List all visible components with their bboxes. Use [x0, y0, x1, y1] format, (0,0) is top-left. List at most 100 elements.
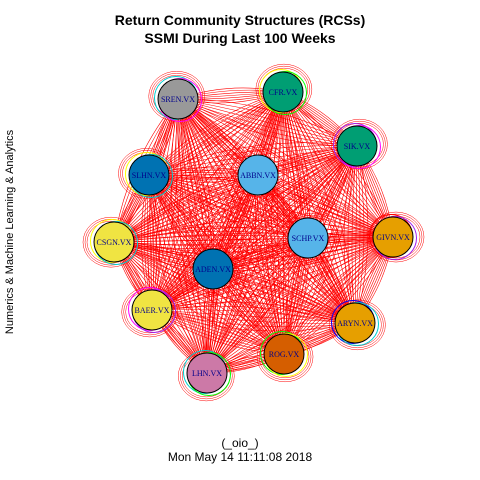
edge-curve	[151, 309, 356, 324]
self-loop	[184, 248, 238, 295]
graph-node[interactable]: CFR.VX	[259, 69, 307, 115]
edge-curve	[148, 174, 356, 324]
edge-curve	[151, 309, 356, 324]
chart-title-line2: SSMI During Last 100 Weeks	[144, 30, 336, 46]
edge-curve	[265, 91, 285, 355]
node-circle[interactable]	[157, 78, 199, 120]
graph-node[interactable]: LHN.VX	[183, 350, 231, 396]
edge-curve	[151, 236, 394, 311]
edge-curve	[177, 98, 394, 238]
edge-curve	[151, 145, 358, 311]
edge-layer	[82, 63, 425, 402]
edge-curve	[177, 98, 285, 355]
edge-curve	[177, 98, 394, 238]
node-circle[interactable]	[336, 125, 378, 167]
self-loop	[118, 148, 175, 199]
edge-curve	[148, 174, 208, 374]
edge-curve	[282, 91, 394, 238]
node-label: LHN.VX	[192, 369, 222, 378]
edge-curve	[151, 236, 394, 311]
node-circle[interactable]	[237, 154, 279, 196]
edge-curve	[148, 174, 285, 355]
self-loop	[286, 216, 336, 260]
edge-curve	[113, 91, 284, 243]
graph-node[interactable]: BAER.VX	[128, 287, 176, 333]
node-label: SLHN.VX	[132, 171, 167, 180]
self-loop	[331, 118, 388, 170]
edge-curve	[151, 236, 394, 311]
edge-curve	[257, 174, 285, 355]
edge-curve	[151, 301, 356, 324]
edge-curve	[147, 98, 179, 311]
graph-node[interactable]: SIK.VX	[333, 123, 381, 169]
node-layer: SREN.VX CFR.VX SIK.VX SLHN.VX ABBN.VX CSGN.VX…	[90, 69, 417, 396]
chart-title-line1: Return Community Structures (RCSs)	[114, 12, 366, 28]
edge-curve	[113, 241, 356, 324]
self-loop	[367, 211, 425, 263]
self-loop	[121, 286, 178, 338]
edge-curve	[151, 236, 394, 311]
node-circle[interactable]	[372, 216, 414, 258]
edge-curve	[206, 91, 284, 374]
edge-curve	[170, 98, 208, 374]
edge-curve	[177, 98, 215, 374]
graph-node[interactable]: CSGN.VX	[90, 219, 138, 265]
edge-curve	[113, 91, 284, 243]
graph-node[interactable]: ADEN.VX	[192, 248, 234, 290]
node-circle[interactable]	[287, 217, 329, 259]
graph-node[interactable]: SLHN.VX	[125, 152, 173, 198]
node-label: CSGN.VX	[97, 238, 132, 247]
edge-curve	[151, 174, 259, 311]
edge-curve	[206, 236, 394, 374]
edge-curve	[113, 91, 284, 243]
edge-curve	[282, 91, 356, 324]
edge-curve	[282, 91, 356, 324]
graph-node[interactable]: GIVN.VX	[369, 214, 417, 260]
edge-curve	[113, 145, 358, 243]
edge-curve	[283, 145, 358, 355]
node-circle[interactable]	[334, 302, 376, 344]
node-circle[interactable]	[263, 333, 305, 375]
edge-curve	[148, 174, 208, 374]
node-label: ABBN.VX	[240, 171, 276, 180]
node-circle[interactable]	[186, 352, 228, 394]
node-circle[interactable]	[131, 289, 173, 331]
node-circle[interactable]	[93, 221, 135, 263]
node-label: ADEN.VX	[195, 265, 231, 274]
edge-curve	[148, 174, 394, 238]
edge-curve	[206, 145, 358, 374]
edge-curve	[113, 145, 358, 243]
edge-curve	[151, 91, 284, 311]
node-label: ARYN.VX	[337, 319, 373, 328]
edge-curve	[148, 142, 358, 176]
edge-curve	[148, 174, 208, 374]
node-label: SIK.VX	[344, 142, 371, 151]
node-circle[interactable]	[262, 71, 304, 113]
self-loop	[329, 299, 386, 351]
self-loop	[230, 146, 288, 198]
graph-node[interactable]: ROG.VX	[260, 331, 308, 377]
edge-curve	[113, 241, 285, 355]
edge-curve	[206, 236, 394, 374]
footer-timestamp: Mon May 14 11:11:08 2018	[167, 450, 313, 464]
self-loop	[284, 214, 338, 262]
edge-curve	[282, 91, 356, 324]
edge-curve	[113, 232, 394, 243]
graph-node[interactable]: ABBN.VX	[237, 154, 279, 196]
edge-curve	[206, 91, 284, 374]
graph-node[interactable]: SREN.VX	[154, 76, 202, 122]
node-circle[interactable]	[128, 154, 170, 196]
graph-node[interactable]: ARYN.VX	[331, 300, 379, 346]
node-label: ROG.VX	[269, 350, 300, 359]
edge-curve	[113, 220, 394, 243]
node-label: SCHP.VX	[292, 234, 325, 243]
self-loop	[82, 216, 140, 268]
edge-curve	[148, 174, 394, 238]
graph-node[interactable]: SCHP.VX	[287, 217, 329, 259]
self-loop	[86, 220, 136, 264]
edge-curve	[148, 174, 208, 374]
self-loop	[282, 212, 340, 264]
edge-curve	[206, 145, 358, 374]
node-circle[interactable]	[192, 248, 234, 290]
edge-curve	[113, 145, 358, 243]
